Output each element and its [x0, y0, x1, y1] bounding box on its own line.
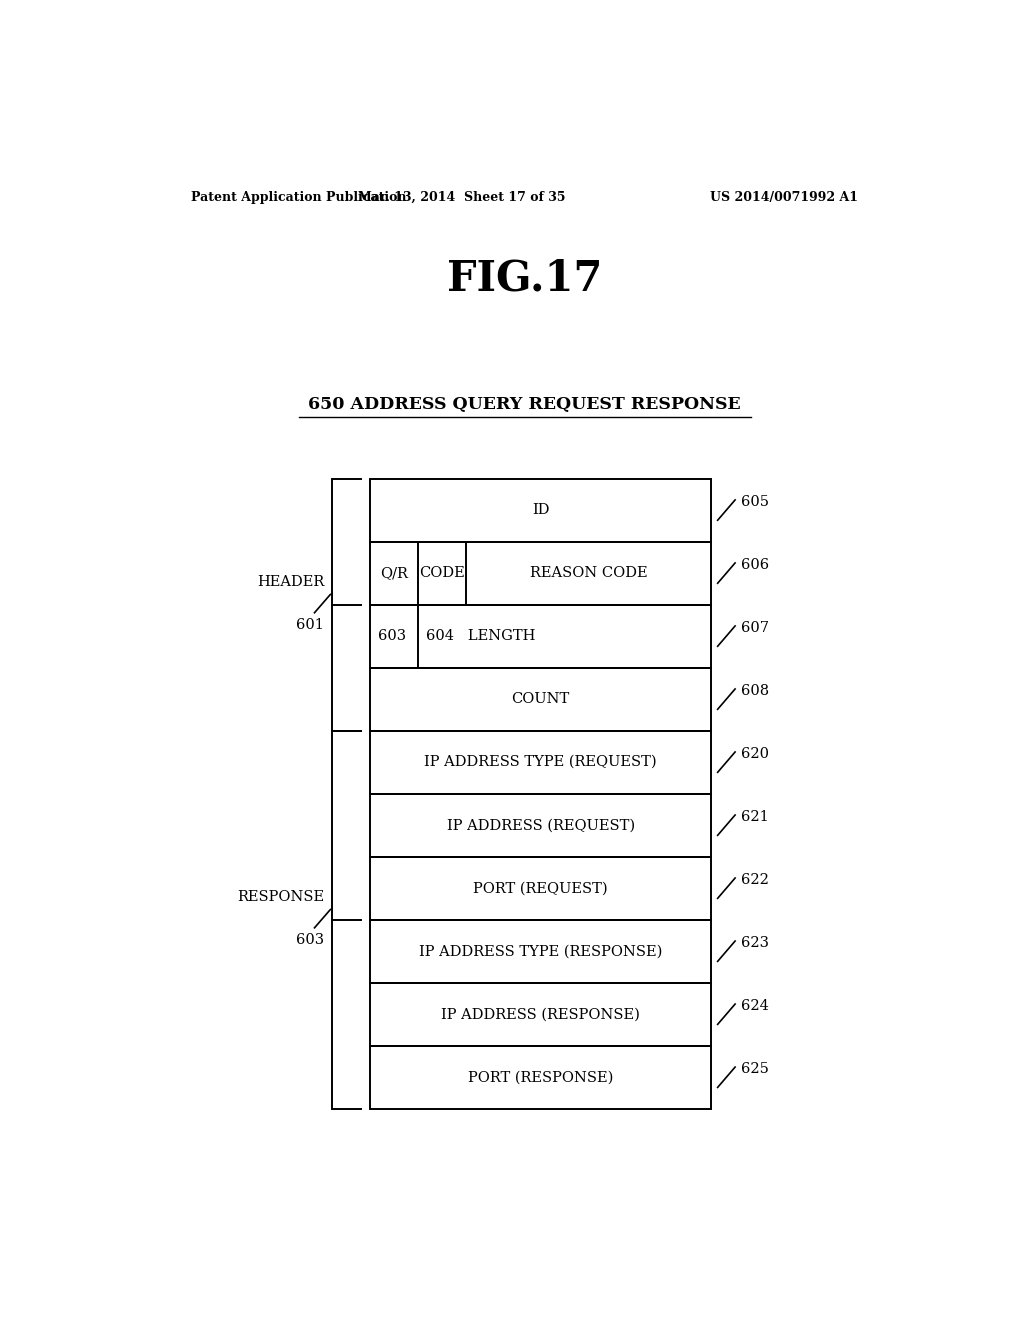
- Text: 650 ADDRESS QUERY REQUEST RESPONSE: 650 ADDRESS QUERY REQUEST RESPONSE: [308, 396, 741, 413]
- Text: PORT (RESPONSE): PORT (RESPONSE): [468, 1071, 613, 1084]
- Text: COUNT: COUNT: [512, 692, 569, 706]
- Text: Mar. 13, 2014  Sheet 17 of 35: Mar. 13, 2014 Sheet 17 of 35: [357, 190, 565, 203]
- Text: 603: 603: [296, 933, 324, 946]
- Text: 622: 622: [741, 873, 769, 887]
- Text: PORT (REQUEST): PORT (REQUEST): [473, 882, 608, 895]
- Text: 601: 601: [296, 618, 324, 632]
- Text: 623: 623: [741, 936, 769, 950]
- Text: HEADER: HEADER: [257, 576, 324, 589]
- Text: 603: 603: [378, 630, 407, 643]
- Text: CODE: CODE: [419, 566, 465, 579]
- Text: IP ADDRESS (RESPONSE): IP ADDRESS (RESPONSE): [441, 1007, 640, 1022]
- Text: US 2014/0071992 A1: US 2014/0071992 A1: [710, 190, 858, 203]
- Text: FIG.17: FIG.17: [447, 257, 602, 300]
- Text: IP ADDRESS TYPE (RESPONSE): IP ADDRESS TYPE (RESPONSE): [419, 944, 663, 958]
- Text: ID: ID: [531, 503, 550, 517]
- Text: 605: 605: [741, 495, 769, 510]
- Text: REASON CODE: REASON CODE: [529, 566, 647, 579]
- Text: Patent Application Publication: Patent Application Publication: [191, 190, 407, 203]
- Text: IP ADDRESS TYPE (REQUEST): IP ADDRESS TYPE (REQUEST): [424, 755, 657, 770]
- Text: IP ADDRESS (REQUEST): IP ADDRESS (REQUEST): [446, 818, 635, 832]
- Text: Q/R: Q/R: [380, 566, 408, 579]
- Text: 607: 607: [741, 620, 769, 635]
- Text: 608: 608: [741, 684, 770, 698]
- Text: 624: 624: [741, 999, 769, 1012]
- Text: 604   LENGTH: 604 LENGTH: [426, 630, 536, 643]
- Text: 625: 625: [741, 1063, 769, 1076]
- Text: RESPONSE: RESPONSE: [237, 890, 324, 904]
- Text: 621: 621: [741, 810, 769, 824]
- Text: 620: 620: [741, 747, 769, 762]
- Text: 606: 606: [741, 558, 770, 572]
